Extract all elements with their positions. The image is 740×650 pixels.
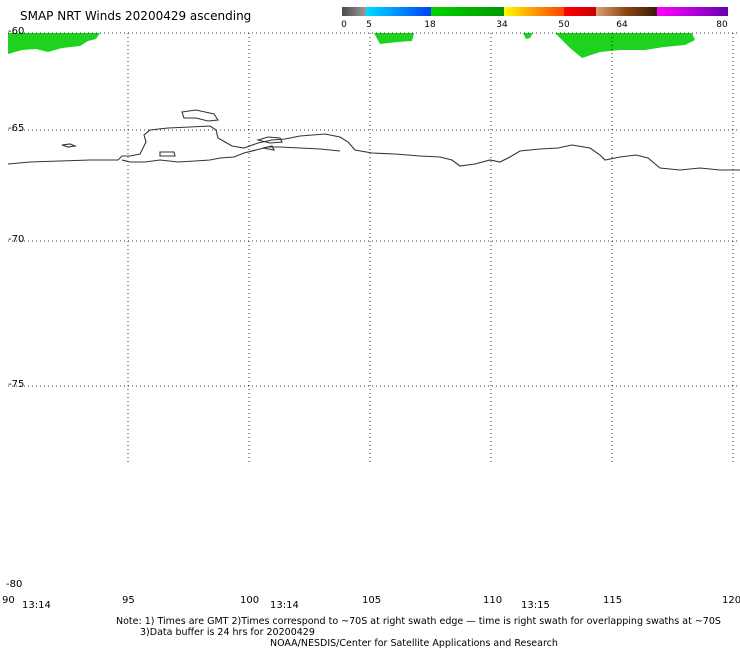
scale-label-64: 64 (616, 20, 628, 30)
time-label-1: 13:14 (22, 600, 51, 611)
lon-label-100: 100 (240, 595, 260, 606)
scale-label-18: 18 (424, 20, 436, 30)
lon-label-120: 120 (722, 595, 740, 606)
small-island-4 (262, 145, 275, 151)
lat-label-65: -65 (8, 123, 25, 134)
lon-label-95: 95 (122, 595, 135, 606)
lat-label-70: -70 (8, 234, 25, 245)
small-island-3 (255, 136, 283, 144)
scale-segment-purple (657, 7, 728, 16)
scale-label-0: 0 (341, 20, 347, 30)
coastline-lower-edge (121, 146, 341, 163)
lon-label-110: 110 (483, 595, 503, 606)
scale-label-34: 34 (496, 20, 508, 30)
note-line-1: Note: 1) Times are GMT 2)Times correspon… (116, 616, 721, 627)
small-island-2 (159, 151, 176, 157)
scale-segment-gray (342, 7, 366, 16)
scale-label-5: 5 (366, 20, 372, 30)
lon-label-90: 90 (2, 595, 15, 606)
wind-swath-west (8, 33, 100, 54)
antarctic-coastline (7, 109, 740, 171)
wind-swath-center (374, 33, 414, 44)
scale-segment-green (431, 7, 504, 16)
scale-segment-blue (366, 7, 431, 16)
map-title: SMAP NRT Winds 20200429 ascending (20, 9, 252, 23)
wind-swath-east (555, 33, 695, 58)
note-line-2: 3)Data buffer is 24 hrs for 20200429 (140, 627, 315, 638)
time-label-2: 13:14 (270, 600, 299, 611)
lat-label-80: -80 (6, 579, 23, 590)
scale-segment-yellow-orange (504, 7, 564, 16)
lon-label-115: 115 (603, 595, 623, 606)
scale-label-50: 50 (558, 20, 570, 30)
lon-label-105: 105 (362, 595, 382, 606)
lat-label-75: -75 (8, 379, 25, 390)
wind-swath-small (523, 33, 533, 39)
scale-segment-red (564, 7, 596, 16)
time-label-3: 13:15 (521, 600, 550, 611)
wind-swaths (8, 33, 695, 58)
color-scale-bar (342, 7, 728, 16)
graticule (8, 32, 740, 464)
scale-label-80: 80 (716, 20, 728, 30)
ice-shelf-outline (181, 109, 219, 122)
lat-label-60: -60 (8, 26, 25, 37)
note-line-3: NOAA/NESDIS/Center for Satellite Applica… (270, 638, 558, 649)
coastline-main (7, 125, 740, 171)
small-island-1 (61, 143, 78, 148)
scale-segment-brown (596, 7, 657, 16)
